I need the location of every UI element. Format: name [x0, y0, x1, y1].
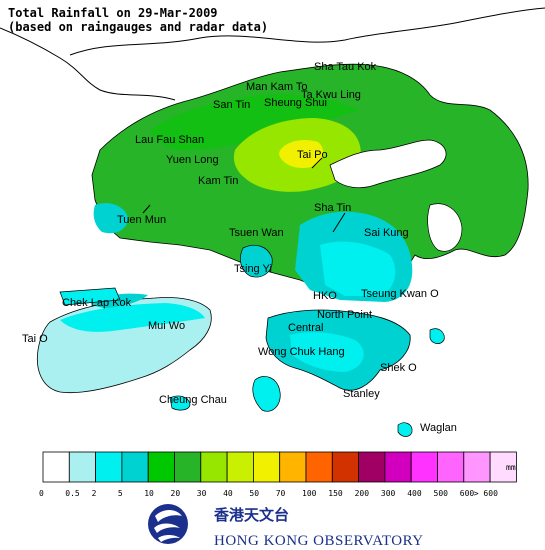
place-label: Tsuen Wan [229, 227, 284, 239]
cheung-chau-island [169, 395, 191, 411]
tung-lung-islets [429, 328, 445, 344]
legend-swatch [410, 451, 438, 483]
tolo-harbour [329, 139, 447, 189]
place-label: Tuen Mun [117, 214, 166, 226]
legend-threshold-label: 30 [197, 489, 207, 498]
legend-swatch [200, 451, 228, 483]
legend-swatch [252, 451, 281, 483]
sai-kung-bay [427, 203, 463, 252]
rain-zone-40mm [279, 140, 324, 169]
place-label: Chek Lap Kok [62, 297, 132, 309]
legend-swatch [384, 451, 412, 483]
legend-threshold-label: 500 [434, 489, 449, 498]
legend-swatch [121, 451, 149, 483]
legend-threshold-label: > 600 [474, 489, 498, 498]
legend-threshold-label: 2 [92, 489, 97, 498]
legend-threshold-label: 10 [144, 489, 154, 498]
legend-threshold-label: 5 [118, 489, 123, 498]
mainland-outline [69, 7, 545, 56]
legend-swatch [358, 451, 386, 483]
legend-threshold-label: 70 [276, 489, 286, 498]
legend-swatch [226, 451, 254, 483]
rain-zone-10mm [150, 94, 360, 150]
place-label: Mui Wo [148, 320, 185, 332]
legend-threshold-label: 150 [328, 489, 343, 498]
tsing-yi-island [240, 244, 273, 278]
place-label: Tai O [22, 333, 48, 345]
place-label: Yuen Long [166, 154, 219, 166]
rain-zone-2mm-lantau [60, 303, 205, 332]
map-title: Total Rainfall on 29-Mar-2009 [8, 6, 218, 20]
waglan-islets [397, 422, 413, 437]
legend-unit: mm [506, 463, 516, 472]
legend-labels: 0 0.5 2 5 10 20 30 40 50 70 100 150 200 300 400 500 600 >… [39, 489, 498, 498]
place-label: San Tin [213, 99, 250, 111]
place-label: Tai Po [297, 149, 328, 161]
legend-swatches [42, 451, 517, 483]
place-label: Wong Chuk Hang [258, 346, 345, 358]
legend-threshold-label: 50 [249, 489, 259, 498]
organisation-name-en: HONG KONG OBSERVATORY [214, 533, 424, 549]
place-label: Kam Tin [198, 175, 238, 187]
lamma-island [252, 376, 281, 412]
place-label: Sheung Shui [264, 97, 327, 109]
legend-threshold-label: 300 [381, 489, 396, 498]
legend-swatch [489, 451, 517, 483]
legend-swatch [42, 451, 70, 483]
place-label: North Point [317, 309, 372, 321]
legend-threshold-label: 40 [223, 489, 233, 498]
place-label: HKO [313, 290, 337, 302]
place-label: Sha Tau Kok [314, 61, 377, 73]
tuen-mun-pointer [142, 204, 151, 214]
organisation-name-zh: 香港天文台 [214, 506, 289, 524]
place-label: Tsing Yi [234, 263, 272, 275]
place-label: Man Kam To [246, 81, 308, 93]
place-label: Central [288, 322, 323, 334]
place-label: Waglan [420, 422, 457, 434]
shenzhen-coast [0, 27, 176, 101]
legend-threshold-label: 400 [407, 489, 422, 498]
place-label: Ta Kwu Ling [301, 89, 361, 101]
sha-tin-pointer [332, 212, 346, 233]
place-label: Sai Kung [364, 227, 409, 239]
legend-threshold-label: 0.5 [65, 489, 80, 498]
place-label: Sha Tin [314, 202, 351, 214]
chek-lap-kok-island [59, 287, 121, 306]
legend-swatch [437, 451, 465, 483]
place-label: Stanley [343, 388, 380, 400]
legend-threshold-label: 600 [460, 489, 475, 498]
legend-threshold-label: 0 [39, 489, 44, 498]
place-label: Tseung Kwan O [361, 288, 439, 300]
rain-zone-0-5mm-hk-island [290, 332, 364, 372]
legend-swatch [68, 451, 97, 483]
rainfall-legend: 0 0.5 2 5 10 20 30 40 50 70 100 150 200 300 400 500 600 >… [39, 451, 517, 549]
map-subtitle: (based on raingauges and radar data) [8, 20, 269, 34]
legend-threshold-label: 200 [355, 489, 370, 498]
legend-swatch [147, 451, 175, 483]
rain-zone-2mm-kowloon [320, 241, 396, 296]
legend-swatch [174, 451, 202, 483]
legend-swatch [463, 451, 491, 483]
place-label: Shek O [380, 362, 417, 374]
hko-logo: 香港天文台 HONG KONG OBSERVATORY [148, 504, 424, 549]
legend-swatch [279, 451, 307, 483]
legend-threshold-label: 100 [302, 489, 317, 498]
place-label: Cheung Chau [159, 394, 227, 406]
place-label: Lau Fau Shan [135, 134, 204, 146]
legend-swatch [331, 451, 359, 483]
tai-po-pointer [311, 157, 323, 169]
rainfall-map: Sha Tau Kok Man Kam To Ta Kwu Ling Sheun… [0, 7, 545, 437]
rain-zone-5mm-tuen-mun [93, 203, 128, 234]
legend-swatch [95, 451, 123, 483]
legend-swatch [305, 451, 333, 483]
legend-threshold-label: 20 [171, 489, 181, 498]
